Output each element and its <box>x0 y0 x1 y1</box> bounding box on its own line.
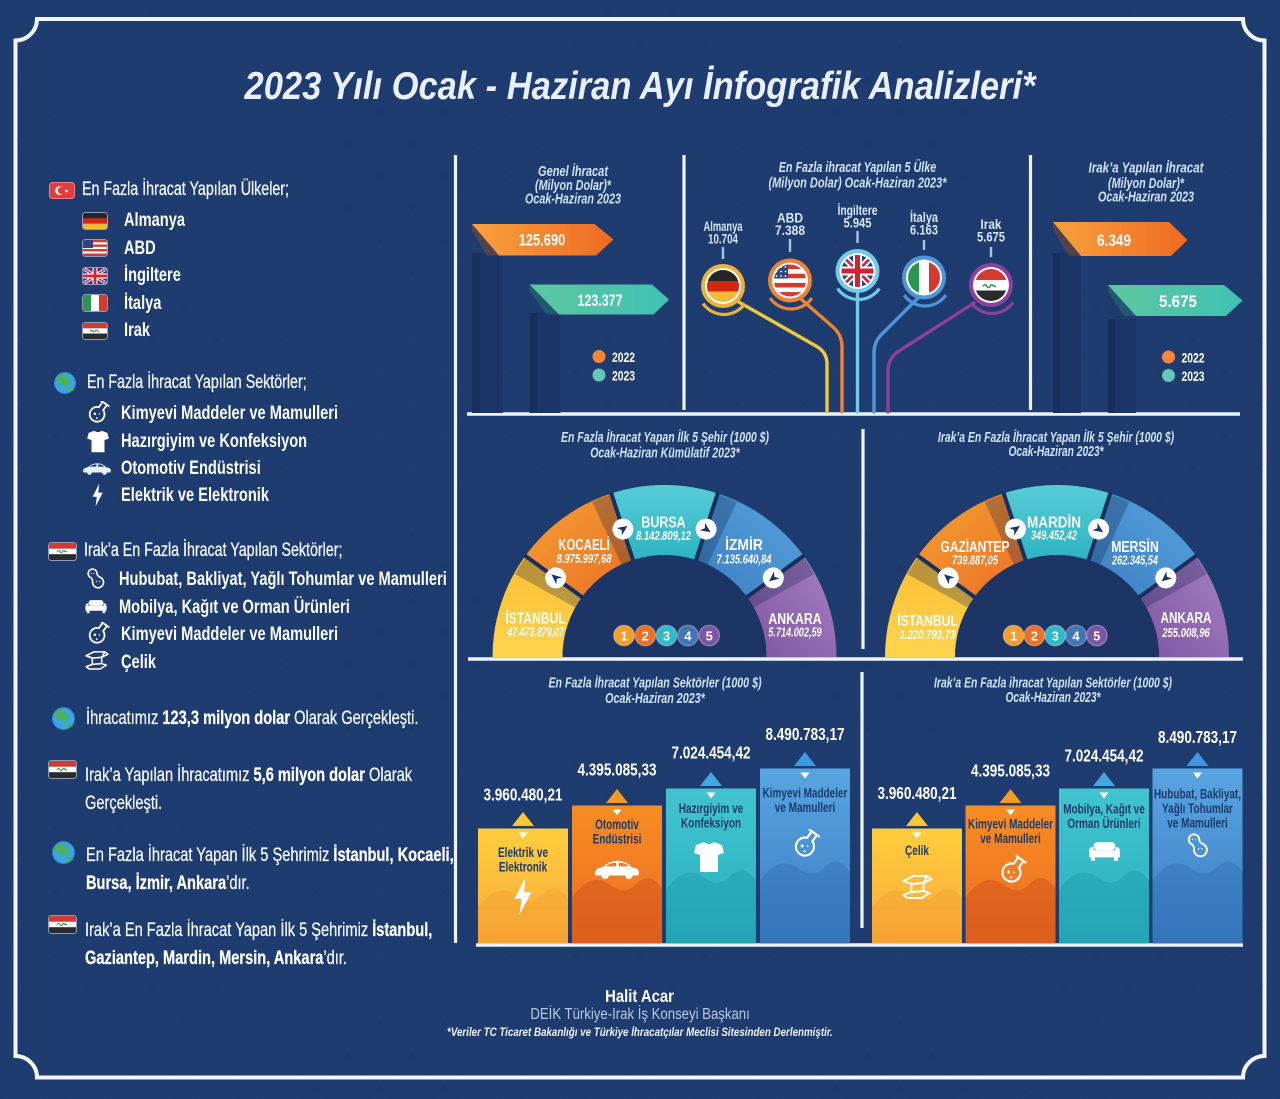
svg-text:2022: 2022 <box>1182 350 1205 366</box>
svg-text:ve Mamulleri: ve Mamulleri <box>980 831 1041 846</box>
svg-text:Almanya: Almanya <box>704 219 743 234</box>
svg-text:4: 4 <box>684 628 692 643</box>
svg-text:3: 3 <box>663 628 670 643</box>
svg-text:739.887,05: 739.887,05 <box>952 554 999 568</box>
svg-text:(Milyon Dolar) Ocak-Haziran 20: (Milyon Dolar) Ocak-Haziran 2023* <box>769 176 948 192</box>
svg-text:1: 1 <box>1010 628 1017 643</box>
svg-text:47.473.879,07: 47.473.879,07 <box>506 626 564 640</box>
svg-text:İtalya: İtalya <box>910 210 938 225</box>
svg-text:Ocak-Haziran 2023*: Ocak-Haziran 2023* <box>1008 443 1104 460</box>
svg-text:Mobilya, Kağıt ve: Mobilya, Kağıt ve <box>1063 802 1145 817</box>
svg-text:İSTANBUL: İSTANBUL <box>505 611 566 628</box>
svg-text:5: 5 <box>706 628 713 643</box>
svg-text:1: 1 <box>620 628 627 643</box>
svg-text:Ocak-Haziran Kümülatif 2023*: Ocak-Haziran Kümülatif 2023* <box>590 445 740 462</box>
svg-text:Elektrik ve: Elektrik ve <box>498 845 548 860</box>
svg-text:ABD: ABD <box>777 211 803 226</box>
svg-text:2: 2 <box>1031 628 1038 643</box>
svg-text:1.220.793,73: 1.220.793,73 <box>900 628 956 642</box>
svg-text:(Milyon Dolar)*: (Milyon Dolar)* <box>535 178 612 194</box>
svg-text:KOCAELİ: KOCAELİ <box>558 537 610 554</box>
svg-text:Kimyevi Maddeler: Kimyevi Maddeler <box>763 786 848 801</box>
svg-text:7.024.454,42: 7.024.454,42 <box>672 743 751 763</box>
svg-text:Irak’a Yapılan İhracat: Irak’a Yapılan İhracat <box>1089 160 1205 177</box>
svg-text:MERSİN: MERSİN <box>1111 539 1159 556</box>
svg-text:Orman Ürünleri: Orman Ürünleri <box>1067 816 1140 831</box>
svg-text:8.975.997,68: 8.975.997,68 <box>557 552 612 566</box>
svg-text:8.142.809,12: 8.142.809,12 <box>636 529 691 543</box>
svg-text:İZMİR: İZMİR <box>725 537 763 554</box>
svg-text:Hububat, Bakliyat,: Hububat, Bakliyat, <box>1154 787 1241 802</box>
svg-text:2023: 2023 <box>612 368 635 384</box>
svg-text:123.377: 123.377 <box>578 291 623 310</box>
svg-text:İSTANBUL: İSTANBUL <box>897 613 958 630</box>
svg-text:Kimyevi Maddeler: Kimyevi Maddeler <box>968 817 1053 832</box>
svg-text:6.163: 6.163 <box>910 223 938 238</box>
svg-text:262.345,54: 262.345,54 <box>1111 554 1158 568</box>
svg-text:7.135.640,84: 7.135.640,84 <box>717 553 772 567</box>
svg-text:Hazırgiyim ve: Hazırgiyim ve <box>679 801 744 816</box>
svg-text:MARDİN: MARDİN <box>1027 515 1081 532</box>
svg-text:10.704: 10.704 <box>708 232 738 247</box>
svg-text:Yağlı Tohumlar: Yağlı Tohumlar <box>1162 801 1233 816</box>
svg-text:125.690: 125.690 <box>519 231 566 250</box>
svg-text:Otomotiv: Otomotiv <box>595 817 639 832</box>
svg-text:(Milyon Dolar)*: (Milyon Dolar)* <box>1108 176 1185 192</box>
svg-text:3: 3 <box>1052 628 1059 643</box>
svg-text:Ocak-Haziran 2023: Ocak-Haziran 2023 <box>1098 190 1194 206</box>
svg-text:Genel İhracat: Genel İhracat <box>538 163 609 180</box>
svg-text:Ocak-Haziran 2023*: Ocak-Haziran 2023* <box>605 690 706 707</box>
svg-text:Ocak-Haziran 2023: Ocak-Haziran 2023 <box>525 192 621 208</box>
svg-text:7.388: 7.388 <box>775 223 805 238</box>
svg-text:Irak’a En Fazla ihracat Yapıla: Irak’a En Fazla ihracat Yapılan Sektörle… <box>934 675 1172 692</box>
svg-text:ve Mamulleri: ve Mamulleri <box>1167 816 1228 831</box>
svg-text:6.349: 6.349 <box>1097 231 1131 250</box>
svg-text:ve Mamulleri: ve Mamulleri <box>775 800 836 815</box>
svg-text:Çelik: Çelik <box>905 843 929 858</box>
svg-text:5.675: 5.675 <box>977 230 1005 245</box>
svg-text:2: 2 <box>642 628 649 643</box>
svg-text:Konfeksiyon: Konfeksiyon <box>681 816 741 831</box>
svg-text:2022: 2022 <box>612 349 635 365</box>
svg-text:5: 5 <box>1093 628 1100 643</box>
svg-text:3.960.480,21: 3.960.480,21 <box>484 785 563 805</box>
svg-text:En Fazla İhracat Yapan İlk 5 Ş: En Fazla İhracat Yapan İlk 5 Şehir (1000… <box>561 429 769 446</box>
svg-text:En Fazla İhracat Yapılan Sektö: En Fazla İhracat Yapılan Sektörler (1000… <box>548 675 761 692</box>
svg-text:İngiltere: İngiltere <box>838 203 878 218</box>
svg-text:Ocak-Haziran 2023*: Ocak-Haziran 2023* <box>1005 689 1101 706</box>
svg-text:2023: 2023 <box>1182 368 1205 384</box>
svg-text:7.024.454,42: 7.024.454,42 <box>1065 746 1144 766</box>
svg-text:4: 4 <box>1072 628 1080 643</box>
svg-text:4.395.085,33: 4.395.085,33 <box>971 761 1050 781</box>
svg-text:GAZİANTEP: GAZİANTEP <box>941 539 1010 556</box>
svg-text:Irak: Irak <box>981 217 1002 232</box>
svg-text:Endüstrisi: Endüstrisi <box>593 832 642 847</box>
svg-text:8.490.783,17: 8.490.783,17 <box>766 724 845 744</box>
svg-text:5.675: 5.675 <box>1159 292 1197 311</box>
svg-text:349.452,42: 349.452,42 <box>1031 529 1077 543</box>
svg-text:255.008,96: 255.008,96 <box>1161 626 1210 640</box>
svg-text:Irak’a En Fazla İhracat Yapan: Irak’a En Fazla İhracat Yapan İlk 5 Şehi… <box>938 429 1174 446</box>
svg-text:5.945: 5.945 <box>844 216 872 231</box>
svg-text:8.490.783,17: 8.490.783,17 <box>1158 727 1237 747</box>
svg-text:4.395.085,33: 4.395.085,33 <box>578 760 657 780</box>
svg-text:5.714.002,59: 5.714.002,59 <box>768 626 821 640</box>
svg-text:Elektronik: Elektronik <box>499 860 548 875</box>
svg-text:BURSA: BURSA <box>641 515 685 532</box>
svg-text:ANKARA: ANKARA <box>768 611 821 628</box>
svg-text:En Fazla ihracat Yapılan 5 Ülk: En Fazla ihracat Yapılan 5 Ülke <box>779 159 937 176</box>
svg-text:ANKARA: ANKARA <box>1161 610 1212 627</box>
svg-text:3.960.480,21: 3.960.480,21 <box>878 783 957 803</box>
